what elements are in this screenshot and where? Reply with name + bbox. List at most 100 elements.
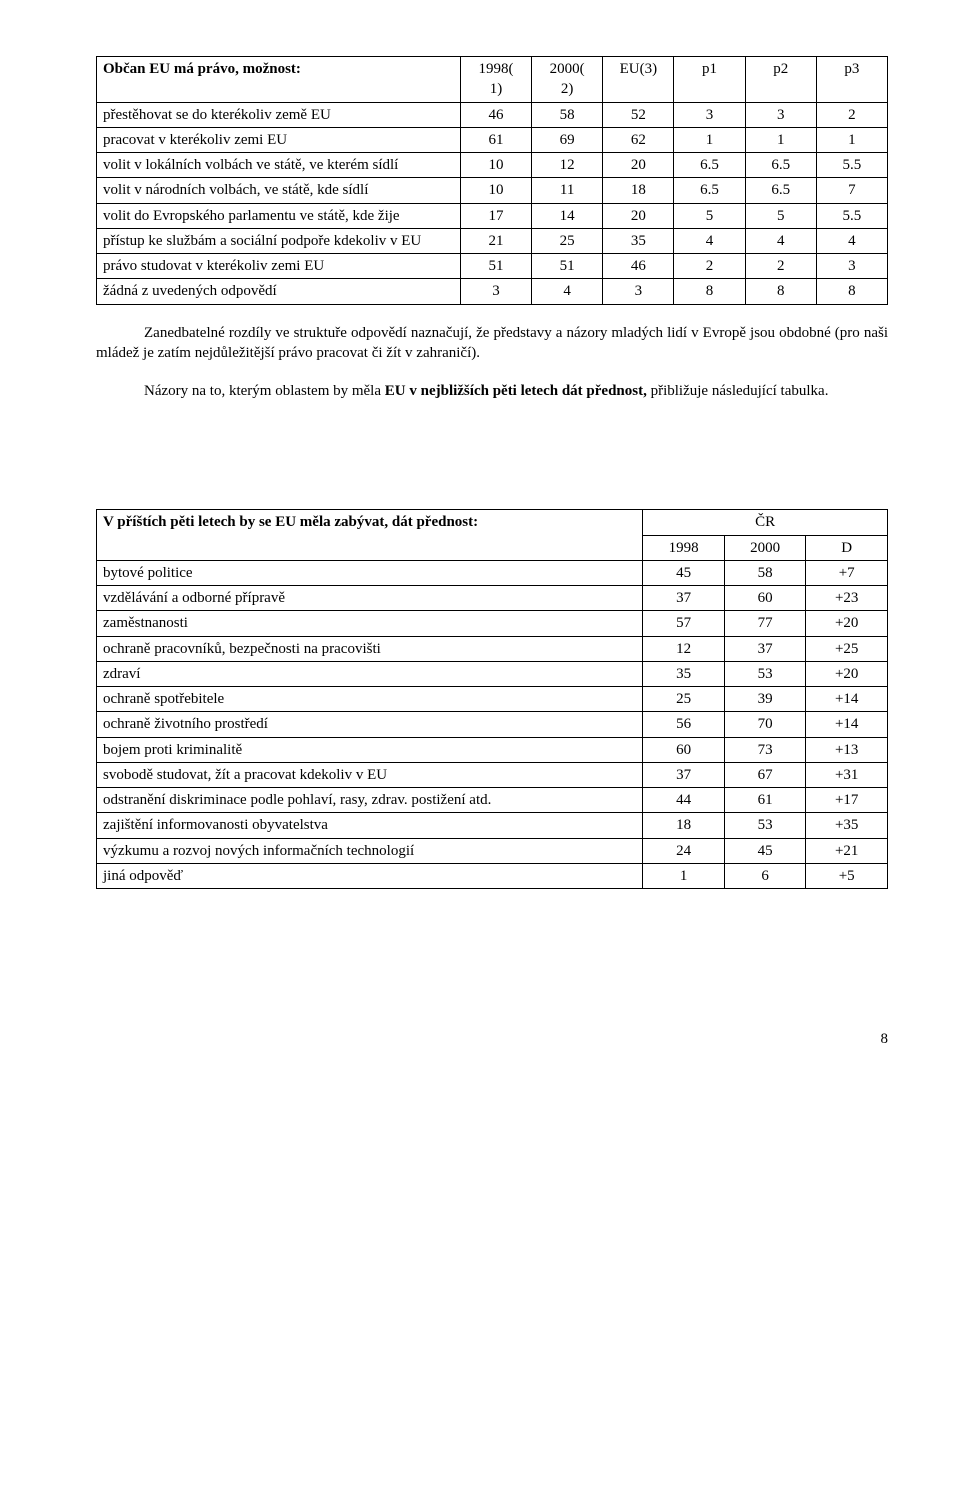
- cell: 20: [603, 153, 674, 178]
- cell: +14: [806, 712, 888, 737]
- cell: 3: [603, 279, 674, 304]
- cell: 3: [674, 102, 745, 127]
- header-col: p3: [816, 57, 887, 103]
- cell: 60: [724, 586, 806, 611]
- row-label: volit do Evropského parlamentu ve státě,…: [97, 203, 461, 228]
- priorities-table: V příštích pěti letech by se EU měla zab…: [96, 509, 888, 889]
- para2-bold: EU v nejbližších pěti letech dát přednos…: [385, 383, 647, 399]
- cell: 61: [460, 127, 531, 152]
- row-label: jiná odpověď: [97, 863, 643, 888]
- table-header-row: Občan EU má právo, možnost: 1998( 1) 200…: [97, 57, 888, 103]
- row-label: pracovat v kterékoliv zemi EU: [97, 127, 461, 152]
- cell: 1: [745, 127, 816, 152]
- cell: 53: [724, 813, 806, 838]
- row-label: ochraně životního prostředí: [97, 712, 643, 737]
- table-row: zdraví 35 53 +20: [97, 661, 888, 686]
- cell: +31: [806, 762, 888, 787]
- cell: 58: [724, 560, 806, 585]
- cell: 6: [724, 863, 806, 888]
- cell: 46: [460, 102, 531, 127]
- header-col: D: [806, 535, 888, 560]
- row-label: právo studovat v kterékoliv zemi EU: [97, 254, 461, 279]
- cell: 6.5: [745, 153, 816, 178]
- cell: 45: [643, 560, 725, 585]
- row-label: výzkumu a rozvoj nových informačních tec…: [97, 838, 643, 863]
- cell: 6.5: [745, 178, 816, 203]
- cell: 5.5: [816, 203, 887, 228]
- cell: 52: [603, 102, 674, 127]
- cell: 6.5: [674, 178, 745, 203]
- header-group: ČR: [643, 510, 888, 535]
- table-row: jiná odpověď 1 6 +5: [97, 863, 888, 888]
- cell: +14: [806, 687, 888, 712]
- cell: 10: [460, 178, 531, 203]
- row-label: vzdělávání a odborné přípravě: [97, 586, 643, 611]
- cell: 60: [643, 737, 725, 762]
- table-row: volit do Evropského parlamentu ve státě,…: [97, 203, 888, 228]
- paragraph-1: Zanedbatelné rozdíly ve struktuře odpově…: [96, 323, 888, 364]
- cell: 5: [674, 203, 745, 228]
- cell: 62: [603, 127, 674, 152]
- table-row: bytové politice 45 58 +7: [97, 560, 888, 585]
- cell: 51: [460, 254, 531, 279]
- cell: 5.5: [816, 153, 887, 178]
- row-label: odstranění diskriminace podle pohlaví, r…: [97, 788, 643, 813]
- cell: 10: [460, 153, 531, 178]
- cell: 21: [460, 228, 531, 253]
- cell: 37: [643, 762, 725, 787]
- cell: 25: [532, 228, 603, 253]
- table-row: přestěhovat se do kterékoliv země EU 46 …: [97, 102, 888, 127]
- table-row: bojem proti kriminalitě 60 73 +13: [97, 737, 888, 762]
- table-row: volit v lokálních volbách ve státě, ve k…: [97, 153, 888, 178]
- header-col: EU(3): [603, 57, 674, 103]
- cell: 44: [643, 788, 725, 813]
- cell: 1: [816, 127, 887, 152]
- table-row: přístup ke službám a sociální podpoře kd…: [97, 228, 888, 253]
- row-label: žádná z uvedených odpovědí: [97, 279, 461, 304]
- cell: 51: [532, 254, 603, 279]
- cell: +23: [806, 586, 888, 611]
- cell: 4: [674, 228, 745, 253]
- row-label: bojem proti kriminalitě: [97, 737, 643, 762]
- cell: 35: [603, 228, 674, 253]
- cell: +25: [806, 636, 888, 661]
- cell: 45: [724, 838, 806, 863]
- cell: 1: [674, 127, 745, 152]
- header-col: p1: [674, 57, 745, 103]
- cell: 2: [745, 254, 816, 279]
- cell: 58: [532, 102, 603, 127]
- cell: 2: [816, 102, 887, 127]
- header-col: 1998: [643, 535, 725, 560]
- row-label: zdraví: [97, 661, 643, 686]
- table-row: ochraně spotřebitele 25 39 +14: [97, 687, 888, 712]
- cell: 3: [816, 254, 887, 279]
- table-row: právo studovat v kterékoliv zemi EU 51 5…: [97, 254, 888, 279]
- cell: 3: [460, 279, 531, 304]
- cell: +20: [806, 661, 888, 686]
- cell: +5: [806, 863, 888, 888]
- row-label: přístup ke službám a sociální podpoře kd…: [97, 228, 461, 253]
- row-label: volit v národních volbách, ve státě, kde…: [97, 178, 461, 203]
- table-row: ochraně životního prostředí 56 70 +14: [97, 712, 888, 737]
- header-col: p2: [745, 57, 816, 103]
- cell: +13: [806, 737, 888, 762]
- header-col: 1998( 1): [460, 57, 531, 103]
- row-label: ochraně spotřebitele: [97, 687, 643, 712]
- cell: 4: [532, 279, 603, 304]
- rights-table: Občan EU má právo, možnost: 1998( 1) 200…: [96, 56, 888, 305]
- cell: 12: [532, 153, 603, 178]
- header-col: 2000( 2): [532, 57, 603, 103]
- cell: +35: [806, 813, 888, 838]
- para2-pre: Názory na to, kterým oblastem by měla: [144, 383, 385, 399]
- cell: 12: [643, 636, 725, 661]
- cell: 3: [745, 102, 816, 127]
- cell: 24: [643, 838, 725, 863]
- row-label: přestěhovat se do kterékoliv země EU: [97, 102, 461, 127]
- cell: 77: [724, 611, 806, 636]
- table-row: zajištění informovanosti obyvatelstva 18…: [97, 813, 888, 838]
- cell: 67: [724, 762, 806, 787]
- row-label: volit v lokálních volbách ve státě, ve k…: [97, 153, 461, 178]
- cell: 17: [460, 203, 531, 228]
- para2-post: přibližuje následující tabulka.: [647, 383, 829, 399]
- cell: 4: [745, 228, 816, 253]
